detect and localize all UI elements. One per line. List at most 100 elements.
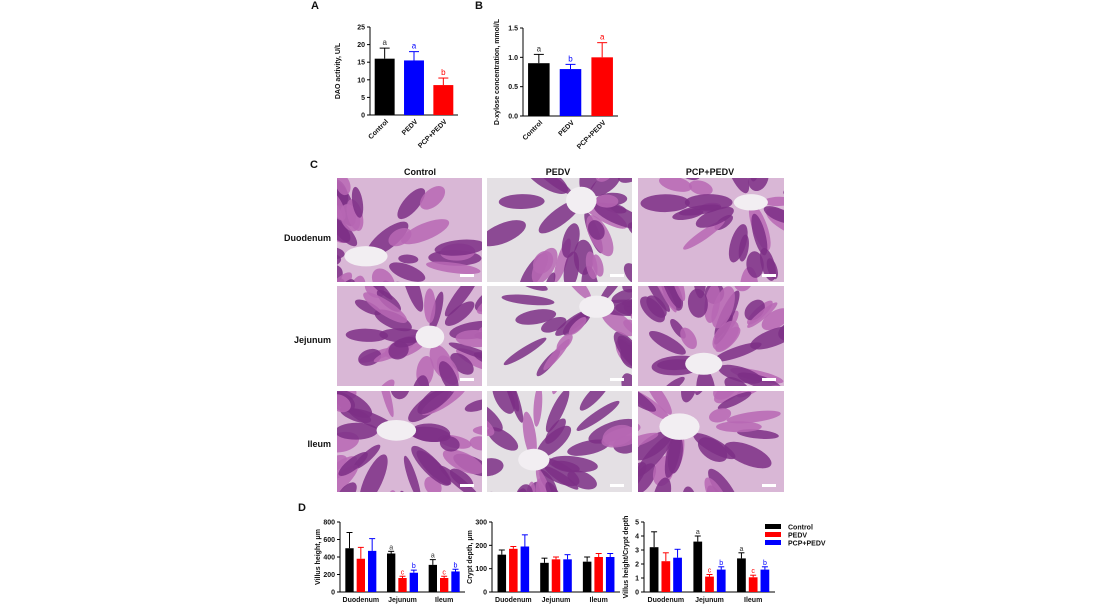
villus bbox=[487, 458, 504, 477]
bar bbox=[540, 562, 549, 592]
villus bbox=[337, 422, 379, 440]
bar bbox=[661, 561, 671, 592]
significance-letter: b bbox=[763, 560, 767, 567]
y-tick-label: 4 bbox=[635, 534, 639, 541]
villus bbox=[638, 463, 657, 492]
bar bbox=[528, 63, 550, 116]
villus bbox=[424, 288, 436, 324]
villus bbox=[618, 339, 632, 373]
bar bbox=[451, 571, 460, 592]
scale-bar bbox=[762, 274, 776, 277]
micrograph bbox=[337, 391, 482, 492]
villus bbox=[638, 432, 659, 452]
villus bbox=[801, 218, 840, 247]
villus bbox=[490, 139, 538, 177]
x-tick-label: Ileum bbox=[435, 597, 453, 604]
villus bbox=[288, 302, 321, 335]
x-tick-label: Duodenum bbox=[495, 597, 532, 604]
villus bbox=[545, 418, 566, 444]
villus bbox=[469, 436, 482, 451]
y-tick-label: 5 bbox=[635, 520, 639, 527]
bar bbox=[559, 69, 582, 116]
scale-bar bbox=[460, 274, 474, 277]
villus bbox=[411, 445, 451, 486]
villus bbox=[708, 468, 739, 492]
villus bbox=[648, 331, 686, 355]
villus bbox=[688, 180, 713, 196]
scale-bar bbox=[460, 378, 474, 381]
villus bbox=[611, 289, 632, 303]
villus bbox=[773, 123, 808, 163]
villus bbox=[533, 391, 543, 427]
villus bbox=[374, 379, 395, 386]
y-tick-label: 0.5 bbox=[508, 84, 518, 91]
villus bbox=[693, 286, 706, 299]
villus bbox=[723, 122, 746, 152]
bar bbox=[748, 577, 758, 592]
bar bbox=[409, 572, 418, 592]
bar bbox=[374, 58, 395, 115]
villus bbox=[487, 401, 503, 432]
villus bbox=[739, 266, 759, 282]
column-header: Control bbox=[404, 167, 436, 177]
villus bbox=[745, 97, 760, 149]
villus bbox=[638, 430, 672, 461]
villus bbox=[579, 178, 603, 194]
villus bbox=[715, 421, 762, 433]
villus bbox=[444, 301, 475, 326]
villus bbox=[725, 178, 750, 194]
villus bbox=[576, 400, 620, 431]
villus bbox=[388, 227, 412, 247]
scale-bar bbox=[610, 274, 624, 277]
villus bbox=[585, 251, 598, 280]
villus bbox=[746, 251, 764, 278]
villus bbox=[579, 391, 611, 411]
villus bbox=[693, 433, 736, 460]
x-tick-label: Duodenum bbox=[343, 597, 380, 604]
villus bbox=[411, 423, 451, 443]
villus bbox=[751, 213, 768, 256]
villus bbox=[401, 219, 450, 245]
row-label: Duodenum bbox=[284, 233, 331, 243]
y-tick-label: 3 bbox=[635, 548, 639, 555]
villus bbox=[449, 468, 474, 488]
significance-letter: a bbox=[696, 529, 700, 536]
villus bbox=[429, 291, 444, 333]
villus bbox=[434, 239, 482, 256]
villus bbox=[337, 178, 351, 196]
bar bbox=[594, 557, 603, 592]
villus bbox=[601, 308, 632, 337]
y-tick-label: 0 bbox=[635, 590, 639, 597]
x-tick-label: PCP+PEDV bbox=[417, 118, 449, 150]
villus bbox=[526, 114, 567, 167]
micrograph bbox=[337, 286, 482, 386]
significance-letter: b bbox=[441, 68, 446, 77]
micrograph bbox=[638, 286, 784, 386]
lumen bbox=[518, 448, 550, 471]
significance-letter: c bbox=[401, 569, 405, 576]
villus bbox=[664, 429, 682, 478]
villus bbox=[337, 464, 359, 492]
villus bbox=[345, 328, 389, 342]
villus bbox=[588, 220, 605, 240]
villus bbox=[602, 424, 632, 446]
panel-label: A bbox=[311, 0, 319, 12]
villus bbox=[609, 137, 643, 171]
villus bbox=[640, 194, 690, 213]
villus bbox=[337, 394, 351, 413]
y-tick-label: 5 bbox=[361, 95, 365, 102]
y-tick-label: 2 bbox=[635, 562, 639, 569]
legend-swatch bbox=[765, 524, 781, 529]
significance-letter: a bbox=[739, 546, 743, 553]
villus bbox=[545, 481, 562, 492]
villus bbox=[371, 268, 395, 282]
villus bbox=[400, 286, 424, 312]
y-tick-label: 300 bbox=[475, 520, 487, 527]
villus bbox=[541, 316, 567, 333]
significance-letter: a bbox=[537, 44, 542, 53]
column-header: PEDV bbox=[546, 167, 571, 177]
villus bbox=[389, 262, 426, 282]
panel-label: B bbox=[475, 0, 483, 12]
villus bbox=[568, 316, 587, 335]
micrograph bbox=[288, 178, 482, 335]
